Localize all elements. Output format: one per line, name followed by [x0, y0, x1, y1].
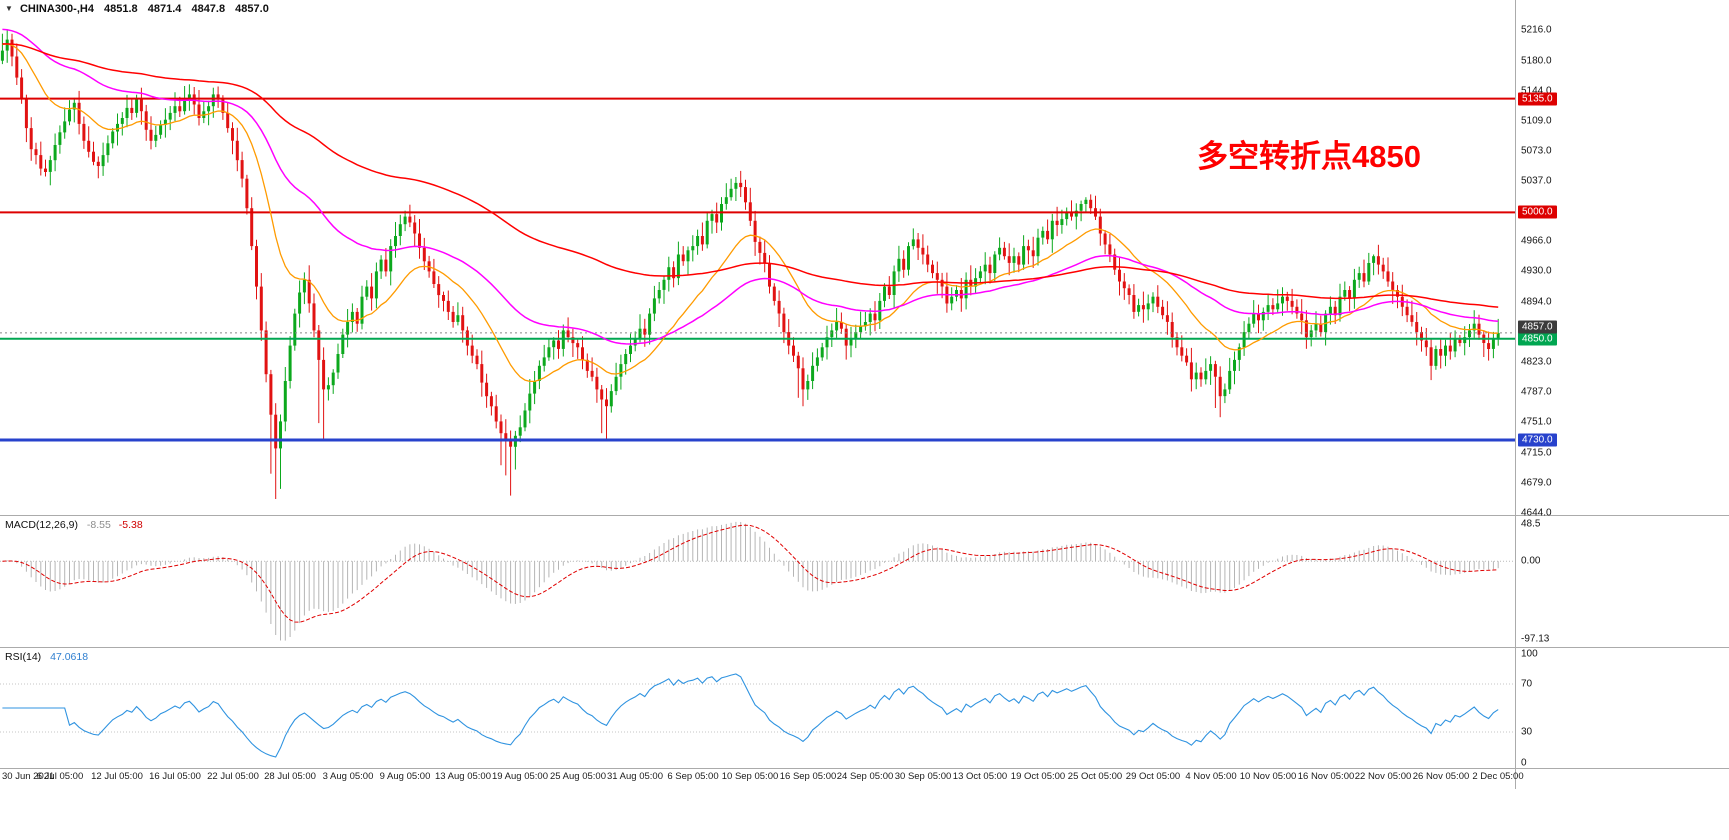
- time-axis-label: 30 Jun 2021: [2, 771, 55, 782]
- scale-tick-label: 5216.0: [1521, 24, 1552, 36]
- scale-tick-label: 70: [1521, 678, 1533, 690]
- time-axis-label: 30 Sep 05:00: [894, 771, 952, 782]
- panel-separator: [0, 515, 1729, 516]
- time-axis-label: 19 Aug 05:00: [492, 771, 548, 782]
- time-axis-label: 3 Aug 05:00: [322, 771, 374, 782]
- time-axis-label: 4 Nov 05:00: [1185, 771, 1237, 782]
- scale-tick-label: 4787.0: [1521, 386, 1552, 398]
- scale-tick-label: 4966.0: [1521, 235, 1552, 247]
- time-axis-label: 13 Aug 05:00: [435, 771, 491, 782]
- rsi-value: 47.0618: [50, 651, 89, 663]
- scale-tick-label: 5109.0: [1521, 115, 1552, 126]
- quote-close-value: 4857.0: [235, 3, 269, 15]
- scale-tick-label: 5180.0: [1521, 55, 1552, 67]
- time-axis-label: 10 Sep 05:00: [721, 771, 779, 782]
- time-axis-label: 19 Oct 05:00: [1010, 771, 1066, 782]
- time-axis-label: 26 Nov 05:00: [1412, 771, 1470, 782]
- symbol-timeframe-label: CHINA300-,H4: [19, 3, 94, 15]
- price-scale-badge: 5000.0: [1518, 205, 1557, 219]
- macd-signal-value: -5.38: [118, 519, 143, 531]
- scale-border: [1515, 0, 1516, 789]
- scale-tick-label: 0.00: [1521, 555, 1541, 567]
- rsi-indicator-label: RSI(14) 47.0618: [5, 651, 88, 663]
- scale-tick-label: 0: [1521, 757, 1527, 769]
- scale-tick-label: 4751.0: [1521, 416, 1552, 428]
- scale-tick-label: 5144.0: [1521, 85, 1552, 97]
- macd-main-value: -8.55: [86, 519, 111, 531]
- macd-indicator-label: MACD(12,26,9) -8.55 -5.38: [5, 519, 143, 531]
- scale-tick-label: 4894.0: [1521, 296, 1552, 308]
- price-chart-canvas[interactable]: [0, 0, 1515, 515]
- scale-tick-label: 4823.0: [1521, 356, 1552, 368]
- scale-tick-label: 5037.0: [1521, 175, 1552, 187]
- time-axis-label: 25 Oct 05:00: [1067, 771, 1123, 782]
- time-axis-label: 2 Dec 05:00: [1472, 771, 1524, 782]
- scale-tick-label: 48.5: [1521, 518, 1541, 530]
- time-axis-label: 12 Jul 05:00: [91, 771, 143, 782]
- scale-tick-label: 4715.0: [1521, 447, 1552, 459]
- time-axis-label: 22 Nov 05:00: [1354, 771, 1412, 782]
- quote-high-value: 4871.4: [147, 3, 182, 15]
- time-axis-label: 6 Jul 05:00: [36, 771, 84, 782]
- time-axis-label: 16 Nov 05:00: [1297, 771, 1355, 782]
- time-axis-label: 16 Sep 05:00: [779, 771, 837, 782]
- chart-annotation-text: 多空转折点4850: [1197, 139, 1421, 174]
- time-axis-label: 10 Nov 05:00: [1239, 771, 1297, 782]
- time-axis-label: 29 Oct 05:00: [1125, 771, 1181, 782]
- rsi-indicator-canvas[interactable]: [0, 648, 1515, 768]
- scale-tick-label: 100: [1521, 648, 1538, 660]
- time-axis-label: 31 Aug 05:00: [607, 771, 663, 782]
- time-axis-label: 25 Aug 05:00: [550, 771, 606, 782]
- quote-low-value: 4847.8: [191, 3, 226, 15]
- price-scale[interactable]: 5216.0 5180.0 5144.0 5109.0 5073.0 5037.0 4966…: [1516, 0, 1728, 789]
- time-axis-label: 28 Jul 05:00: [264, 771, 316, 782]
- scale-tick-label: 5073.0: [1521, 145, 1552, 157]
- price-scale-badge: 4850.0: [1518, 332, 1557, 346]
- time-axis-label: 6 Sep 05:00: [667, 771, 719, 782]
- time-axis-label: 13 Oct 05:00: [952, 771, 1008, 782]
- time-axis-label: 9 Aug 05:00: [379, 771, 431, 782]
- scale-tick-label: 4679.0: [1521, 477, 1552, 489]
- time-axis-label: 22 Jul 05:00: [207, 771, 259, 782]
- price-scale-badge: 5135.0: [1518, 92, 1557, 106]
- scale-tick-label: 4644.0: [1521, 507, 1552, 518]
- price-scale-badge: 4857.0: [1518, 320, 1557, 334]
- time-axis-label: 24 Sep 05:00: [836, 771, 894, 782]
- time-axis-label: 16 Jul 05:00: [149, 771, 201, 782]
- quote-bar: ▼ CHINA300-,H4 4851.8 4871.4 4847.8 4857…: [5, 3, 269, 15]
- quote-open-value: 4851.8: [104, 3, 138, 15]
- macd-indicator-canvas[interactable]: [0, 516, 1515, 647]
- scale-tick-label: -97.13: [1521, 633, 1550, 645]
- scale-tick-label: 30: [1521, 726, 1533, 738]
- rsi-name: RSI(14): [5, 651, 42, 663]
- panel-separator: [0, 647, 1729, 648]
- time-axis[interactable]: 30 Jun 2021 6 Jul 05:00 12 Jul 05:00 16 Jul…: [0, 770, 1729, 788]
- panel-separator: [0, 768, 1729, 769]
- direction-down-icon: ▼: [5, 4, 13, 13]
- macd-name: MACD(12,26,9): [5, 519, 78, 531]
- price-scale-badge: 4730.0: [1518, 433, 1557, 447]
- scale-tick-label: 4930.0: [1521, 265, 1552, 277]
